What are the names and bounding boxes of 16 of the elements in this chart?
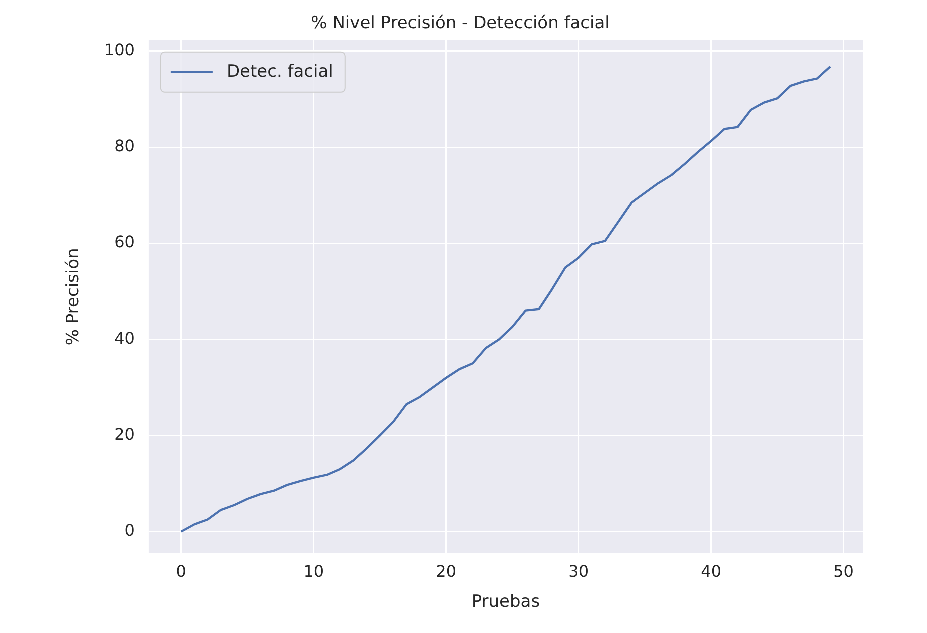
y-axis-title: % Precisión	[64, 248, 84, 346]
y-tick-label: 20	[114, 424, 135, 444]
x-axis-title: Pruebas	[472, 592, 540, 612]
chart-title: % Nivel Precisión - Detección facial	[311, 14, 610, 34]
x-tick-label: 50	[834, 562, 854, 582]
x-tick-label: 0	[176, 562, 186, 582]
legend-label: Detec. facial	[226, 62, 334, 82]
y-tick-label: 40	[114, 328, 135, 348]
x-tick-label: 10	[304, 562, 324, 582]
y-tick-label: 80	[114, 136, 135, 156]
y-tick-label: 0	[124, 520, 135, 540]
y-tick-label: 100	[104, 40, 135, 60]
x-tick-label: 40	[701, 562, 722, 582]
y-tick-label: 60	[114, 232, 135, 252]
x-tick-label: 30	[568, 562, 590, 582]
x-tick-label: 20	[436, 562, 457, 582]
